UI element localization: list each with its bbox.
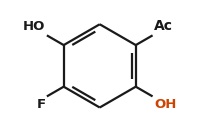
Text: F: F bbox=[36, 98, 45, 111]
Text: OH: OH bbox=[153, 98, 175, 111]
Text: HO: HO bbox=[23, 20, 45, 33]
Text: Ac: Ac bbox=[153, 19, 172, 33]
